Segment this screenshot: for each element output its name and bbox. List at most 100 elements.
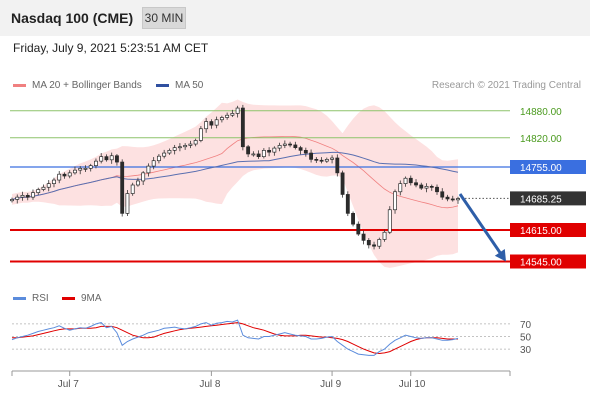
candle (125, 189, 130, 217)
rsi-swatch (13, 297, 26, 300)
candle (309, 149, 314, 163)
candle (251, 151, 256, 157)
candle-body (177, 146, 182, 149)
candle-body (435, 186, 439, 193)
candle-body (456, 198, 460, 201)
candle-body (277, 145, 282, 149)
candle-body (204, 121, 209, 130)
candle (109, 152, 114, 164)
candle (10, 197, 14, 203)
bollinger-bands (11, 99, 459, 268)
candle-body (403, 177, 408, 185)
candle-body (398, 183, 403, 193)
candle (130, 182, 135, 196)
candle-body (193, 140, 198, 145)
candle (456, 196, 460, 204)
candle-body (115, 155, 119, 163)
candle (15, 194, 20, 204)
candle (183, 143, 188, 150)
level-label-support: 14615.00 (520, 226, 562, 237)
candle-body (83, 168, 88, 170)
candle (36, 187, 41, 195)
candle (151, 157, 156, 170)
ma20-line (11, 136, 459, 209)
instrument-title: Nasdaq 100 (CME) (11, 10, 134, 26)
candle (377, 237, 382, 249)
candle (52, 177, 56, 188)
level-label-box (510, 130, 586, 145)
candle-body (20, 195, 25, 198)
candle (314, 157, 319, 163)
candle (214, 116, 219, 129)
level-label-box (510, 191, 586, 206)
candle (120, 159, 125, 217)
candle (277, 142, 282, 152)
candle-body (198, 128, 203, 141)
candle (83, 165, 88, 172)
candle-body (445, 196, 450, 200)
candle-body (382, 231, 387, 240)
candle (429, 184, 434, 191)
rsi-tick-label: 30 (520, 345, 532, 356)
candle-body (393, 191, 397, 211)
candle (403, 176, 408, 187)
candle-body (351, 213, 355, 225)
candle (136, 177, 140, 187)
candle (319, 157, 324, 164)
candle-body (240, 107, 245, 148)
candle-body (387, 209, 392, 233)
candle (88, 163, 93, 172)
candle-body (356, 223, 361, 235)
candle-body (319, 159, 324, 162)
candle-body (340, 172, 345, 195)
candle (324, 157, 329, 163)
candle-body (372, 244, 376, 247)
bollinger-label: MA 20 + Bollinger Bands (32, 80, 142, 91)
candle-body (225, 114, 230, 118)
candle-body (235, 107, 240, 114)
candle-body (377, 239, 382, 247)
time-axis: Jul 7 Jul 8 Jul 9 Jul 10 (11, 370, 511, 390)
candle-body (109, 155, 114, 161)
candle (372, 241, 376, 250)
x-tick-label: Jul 7 (58, 379, 80, 390)
candle-body (31, 192, 35, 198)
candle-body (156, 155, 161, 162)
candle (261, 148, 266, 159)
candle-body (288, 143, 293, 146)
timeframe-button[interactable]: 30 MIN (142, 7, 186, 29)
ma9-label: 9MA (81, 293, 102, 304)
candle (62, 172, 67, 179)
candle (288, 141, 293, 148)
candle-body (214, 119, 219, 126)
candle (330, 155, 334, 164)
candle (67, 170, 72, 179)
forecast-arrow-head (494, 249, 506, 262)
candle-body (261, 150, 266, 158)
candle-body (62, 173, 67, 177)
rsi-label: RSI (32, 293, 49, 304)
candle-body (136, 180, 140, 186)
candle (188, 140, 193, 149)
ma50-line (11, 151, 459, 200)
candle-body (440, 191, 445, 198)
candle (298, 145, 303, 155)
legend-bollinger: MA 20 + Bollinger Bands (13, 80, 142, 91)
candle (172, 144, 177, 155)
candle (177, 143, 182, 152)
candle-body (88, 165, 93, 169)
candle (361, 230, 366, 245)
candle (20, 191, 25, 201)
candle-body (282, 143, 287, 146)
candle-body (183, 145, 188, 148)
candle (99, 153, 104, 164)
candle-body (125, 193, 130, 214)
forecast-arrow-shaft (458, 193, 504, 257)
candle-body (41, 186, 46, 190)
candle (57, 171, 62, 184)
candle (104, 154, 109, 162)
candle (351, 211, 355, 227)
candle-body (267, 150, 272, 153)
